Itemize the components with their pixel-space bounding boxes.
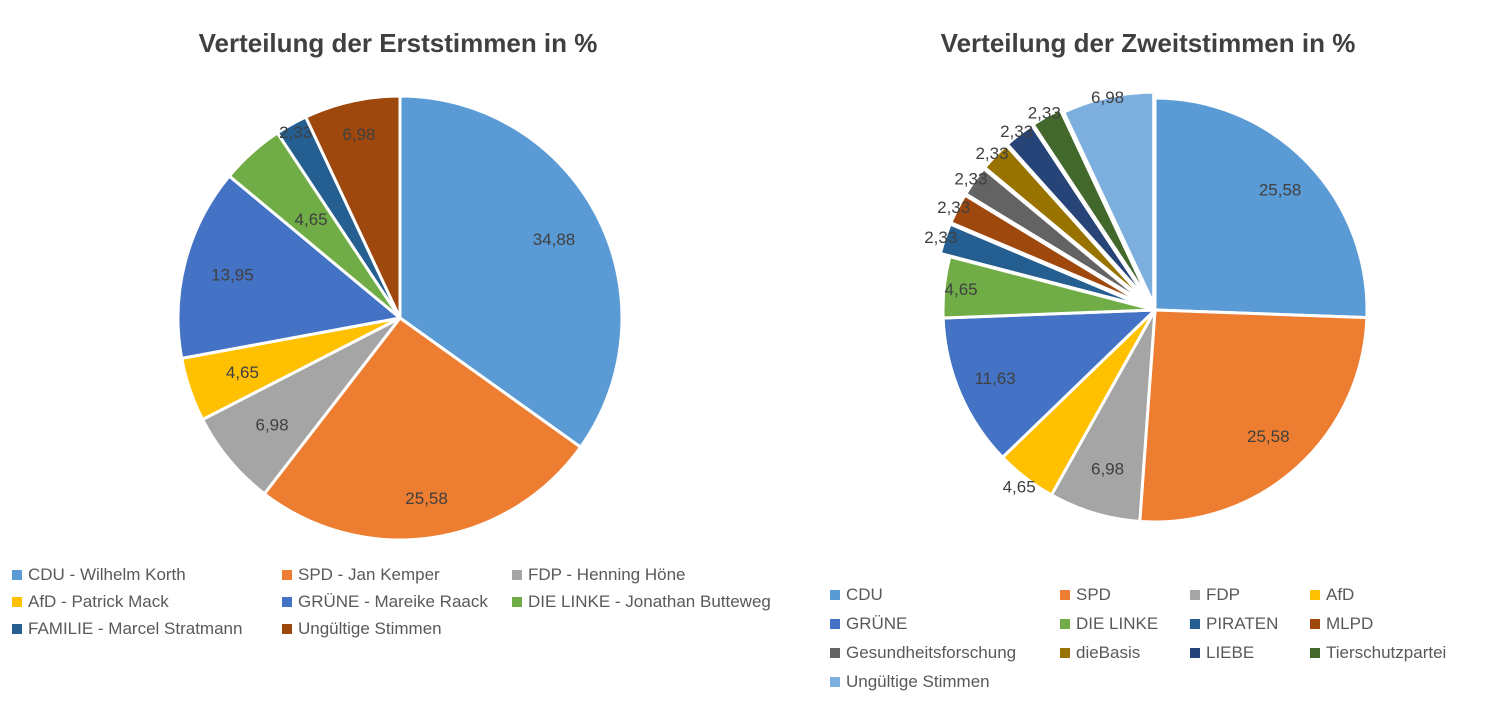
legend-swatch-ungueltige-stimmen [282, 624, 292, 634]
legend-swatch-tierschutzpartei [1310, 648, 1320, 658]
legend: CDU - Wilhelm Korth SPD - Jan Kemper FDP -… [12, 565, 771, 638]
legend-swatch-fdp-henning-hoene [512, 570, 522, 580]
legend-swatch-afd [1310, 590, 1320, 600]
data-label-tierschutzpartei: 2,33 [1028, 104, 1061, 123]
legend-label-gesundheitsforschung: Gesundheitsforschung [846, 643, 1016, 662]
data-label-afd-patrick-mack: 4,65 [226, 363, 259, 382]
data-label-gruene: 11,63 [974, 369, 1015, 388]
legend-swatch-mlpd [1310, 619, 1320, 629]
pie-slice-tierschutzpartei [1031, 107, 1152, 303]
pie-slice-gruene-mareike-raack [176, 173, 404, 361]
data-label-ungueltige-stimmen: 6,98 [1091, 88, 1124, 107]
data-label-cdu: 25,58 [1259, 180, 1302, 199]
data-label-ungueltige-stimmen: 6,98 [342, 125, 375, 144]
legend-label-gruene-mareike-raack: GRÜNE - Mareike Raack [298, 592, 488, 611]
legend-swatch-die-linke-jonathan-butteweg [512, 597, 522, 607]
legend-swatch-afd-patrick-mack [12, 597, 22, 607]
legend-label-spd: SPD [1076, 585, 1111, 604]
data-label-piraten: 2,33 [924, 228, 957, 247]
legend-swatch-ungueltige-stimmen [830, 677, 840, 687]
legend-label-fdp-henning-hoene: FDP - Henning Höne [528, 565, 686, 584]
chart-title: Verteilung der Erststimmen in % [199, 28, 598, 58]
chart-title: Verteilung der Zweitstimmen in % [941, 28, 1356, 58]
legend-swatch-gesundheitsforschung [830, 648, 840, 658]
legend-swatch-spd-jan-kemper [282, 570, 292, 580]
data-label-spd: 25,58 [1247, 427, 1290, 446]
legend-swatch-piraten [1190, 619, 1200, 629]
pie-slice-cdu [1153, 96, 1369, 320]
pie-chart-2: Verteilung der Zweitstimmen in % 25,58 25,… [830, 28, 1446, 691]
data-label-cdu-wilhelm-korth: 34,88 [533, 230, 576, 249]
data-label-gesundheitsforschung: 2,33 [954, 170, 987, 189]
legend-swatch-die-linke [1060, 619, 1070, 629]
pie-slice-cdu-wilhelm-korth [398, 94, 624, 450]
legend-label-diebasis: dieBasis [1076, 643, 1140, 662]
pie-slice-gruene [941, 308, 1159, 460]
legend-label-fdp: FDP [1206, 585, 1240, 604]
data-label-die-linke: 4,65 [945, 280, 978, 299]
data-label-diebasis: 2,33 [975, 144, 1008, 163]
pie-slice-spd-jan-kemper [262, 315, 583, 542]
legend: CDU SPD FDP AfD GRÜNE DIE LINKE PIRATEN MLPD Ges… [830, 585, 1446, 691]
pie-slice-ungueltige-stimmen [1061, 90, 1156, 305]
legend-swatch-gruene [830, 619, 840, 629]
legend-label-gruene: GRÜNE [846, 614, 907, 633]
data-label-mlpd: 2,33 [937, 198, 970, 217]
legend-swatch-familie-marcel-stratmann [12, 624, 22, 634]
legend-label-afd-patrick-mack: AfD - Patrick Mack [28, 592, 169, 611]
data-label-fdp: 6,98 [1091, 459, 1124, 478]
legend-label-spd-jan-kemper: SPD - Jan Kemper [298, 565, 440, 584]
pie-slice-ungueltige-stimmen [303, 94, 402, 319]
data-label-familie-marcel-stratmann: 2,33 [279, 123, 312, 142]
legend-label-die-linke-jonathan-butteweg: DIE LINKE - Jonathan Butteweg [528, 592, 771, 611]
legend-label-afd: AfD [1326, 585, 1354, 604]
data-label-fdp-henning-hoene: 6,98 [255, 416, 288, 435]
legend-swatch-liebe [1190, 648, 1200, 658]
legend-swatch-cdu-wilhelm-korth [12, 570, 22, 580]
legend-label-cdu: CDU [846, 585, 883, 604]
legend-label-tierschutzpartei: Tierschutzpartei [1326, 643, 1446, 662]
legend-swatch-fdp [1190, 590, 1200, 600]
legend-swatch-diebasis [1060, 648, 1070, 658]
legend-label-liebe: LIEBE [1206, 643, 1254, 662]
legend-label-familie-marcel-stratmann: FAMILIE - Marcel Stratmann [28, 619, 242, 638]
data-label-spd-jan-kemper: 25,58 [405, 489, 448, 508]
legend-label-ungueltige-stimmen: Ungültige Stimmen [846, 672, 990, 691]
legend-label-mlpd: MLPD [1326, 614, 1373, 633]
legend-swatch-gruene-mareike-raack [282, 597, 292, 607]
legend-swatch-spd [1060, 590, 1070, 600]
pie-slice-spd [1138, 308, 1369, 524]
legend-label-cdu-wilhelm-korth: CDU - Wilhelm Korth [28, 565, 186, 584]
data-label-die-linke-jonathan-butteweg: 4,65 [295, 210, 328, 229]
data-label-gruene-mareike-raack: 13,95 [211, 265, 254, 284]
legend-label-ungueltige-stimmen: Ungültige Stimmen [298, 619, 442, 638]
data-label-liebe: 2,33 [1000, 122, 1033, 141]
legend-label-die-linke: DIE LINKE [1076, 614, 1158, 633]
pie-chart-1: Verteilung der Erststimmen in % 34,88 25,5… [12, 28, 771, 638]
legend-swatch-cdu [830, 590, 840, 600]
data-label-afd: 4,65 [1003, 477, 1036, 496]
legend-label-piraten: PIRATEN [1206, 614, 1278, 633]
